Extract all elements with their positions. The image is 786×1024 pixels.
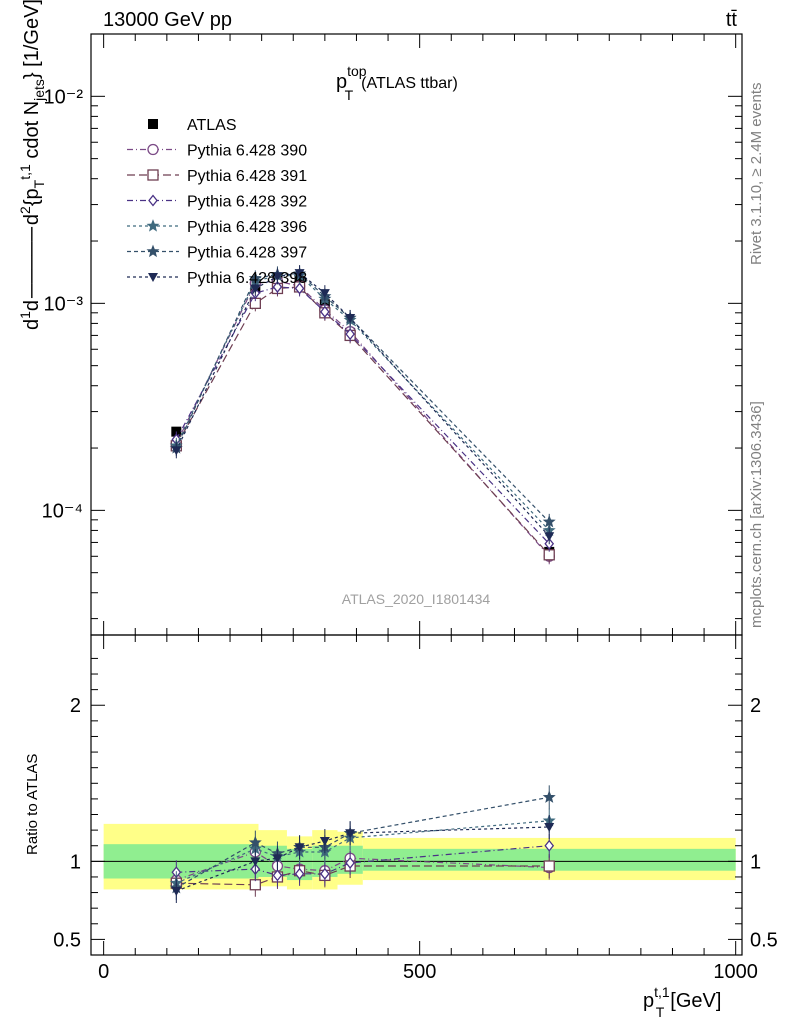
legend-label: Pythia 6.428 396 [187,219,307,236]
data-point [294,282,305,295]
series-s397 [169,265,556,530]
legend-entry: Pythia 6.428 391 [127,168,307,185]
x-tick-label: 0 [98,961,109,983]
legend-marker [147,169,159,181]
plot-title-main: p [336,71,347,93]
data-point [272,280,283,293]
series-s391 [170,278,555,563]
ratio-panel: 0 500 1000 0.5 0.5 1 1 2 2 [53,621,778,983]
analysis-tag: ATLAS_2020_I1801434 [342,591,491,607]
header-left-label: 13000 GeV pp [103,9,232,31]
ratio-frame [90,634,743,956]
legend-entry: Pythia 6.428 396 [127,219,307,236]
data-point [294,269,305,279]
legend-marker [146,219,160,232]
y-tick-label: 10⁻⁴ [42,500,83,522]
legend-label: Pythia 6.428 397 [187,245,307,262]
plot-title-sub: T [345,87,354,103]
legend-entry: Pythia 6.428 392 [127,194,307,211]
ratio-point [272,869,283,882]
data-point [345,313,356,323]
ratio-point [544,839,555,852]
legend-label: Pythia 6.428 398 [187,270,307,287]
data-point [250,284,261,294]
legend-entry: Pythia 6.428 397 [127,245,307,262]
series-s396 [169,267,556,539]
series-line [175,272,550,537]
legend-label: Pythia 6.428 391 [187,168,307,185]
series-line [175,275,550,531]
legend-entry: Pythia 6.428 398 [127,270,307,287]
legend: ATLAS Pythia 6.428 390 Pythia 6.428 391 Pyt… [127,117,307,287]
data-point [272,272,283,282]
x-axis-label: pt,1 T [GeV] [643,984,721,1020]
data-point [542,515,556,528]
plot-title: ptop T (ATLAS ttbar) [336,63,458,103]
ratio-y-tick-label: 1 [70,851,81,873]
ratio-point [345,829,356,839]
ratio-point [543,860,555,872]
data-point [171,446,182,456]
header-right-label: tt̄ [726,9,738,31]
ratio-point [171,887,182,896]
ratio-y-axis-label: Ratio to ATLAS [24,754,41,855]
series-line [175,273,550,523]
ratio-point [544,823,555,832]
ratio-y-tick-label-right: 1 [750,851,761,873]
svg-text:d1d─────d2{pTt,1 cdot Njets} [: d1d─────d2{pTt,1 cdot Njets} [1/GeV] [17,0,47,330]
legend-marker [148,119,158,129]
legend-label: Pythia 6.428 392 [187,194,307,211]
ratio-point [249,879,261,891]
ratio-series-s398 [171,815,555,903]
x-tick-label: 1000 [713,961,758,983]
ratio-y-tick-label: 0.5 [53,929,81,951]
ratio-point [294,843,305,853]
series-s392 [171,278,555,552]
ratio-point [319,837,330,847]
x-tick-label: 500 [403,961,436,983]
main-y-axis-label: d1d─────d2{pTt,1 cdot Njets} [1/GeV] [17,0,47,330]
rivet-label: Rivet 3.1.10, ≥ 2.4M events [748,83,765,266]
legend-marker [148,273,158,282]
legend-label: Pythia 6.428 390 [187,143,307,160]
legend-marker [146,244,160,258]
ratio-point [294,867,305,880]
ratio-y-tick-label-right: 0.5 [750,929,778,951]
ratio-y-tick-label-right: 2 [750,695,761,717]
legend-marker [147,143,159,156]
legend-marker [148,194,158,207]
data-point [544,532,555,542]
series-line [175,280,550,557]
series-line [175,286,550,545]
ratio-point [248,835,262,849]
y-tick-label: 10⁻² [44,86,84,108]
plot-title-suffix: (ATLAS ttbar) [361,75,458,92]
series-s390 [170,273,555,565]
ratio-point [272,854,283,864]
series-atlas [171,273,555,557]
main-panel: 10⁻⁴ 10⁻³ 10⁻² [42,33,743,636]
mcplots-label: mcplots.cern.ch [arXiv:1306.3436] [748,401,765,628]
data-point [320,305,330,318]
legend-entry: ATLAS [148,117,237,134]
plot-title-sup: top [347,63,367,79]
ratio-point [542,790,556,803]
legend-entry: Pythia 6.428 390 [127,143,307,160]
data-point [319,289,330,299]
ratio-point [250,857,261,867]
legend-label: ATLAS [187,117,237,134]
ratio-point [320,867,330,880]
ratio-point [345,856,355,869]
ratio-y-tick-label: 2 [70,695,81,717]
data-point [345,328,355,341]
series-s398 [171,265,555,545]
y-tick-label: 10⁻³ [44,293,84,315]
